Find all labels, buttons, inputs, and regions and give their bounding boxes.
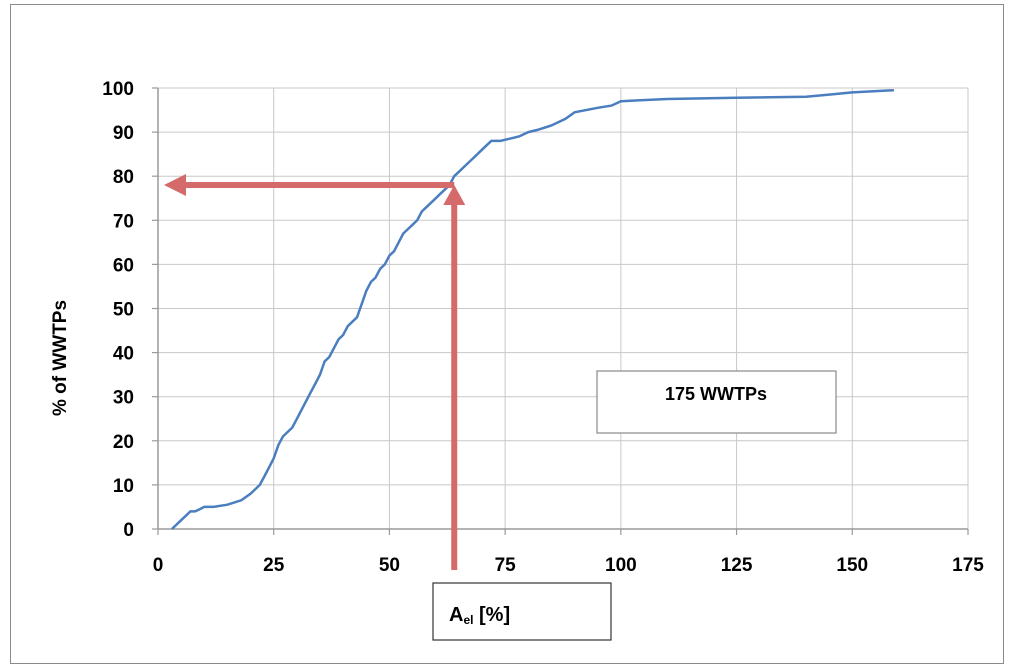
series-line [171,88,894,530]
y-tick-label: 0 [123,520,134,541]
y-axis-label: % of WWTPs [50,300,71,416]
horizontal-arrow-shaft [184,182,455,189]
tick-labels: 0 10 20 30 40 50 60 70 80 90 100 0 25 50 75 100 125 150 17… [102,79,984,576]
y-tick-label: 40 [113,344,134,365]
x-label-unit: [%] [473,604,510,626]
y-tick-label: 60 [113,255,134,276]
x-label-sub: el [463,613,473,627]
x-label-main: A [449,604,463,626]
chart-frame [10,4,1004,664]
x-tick-label: 0 [153,555,164,576]
gridlines [157,87,969,530]
x-axis-label: Ael [%] [449,604,510,627]
x-tick-label: 100 [605,555,637,576]
y-tick-label: 50 [113,300,134,321]
y-tick-label: 20 [113,432,134,453]
x-tick-label: 25 [263,555,285,576]
vertical-arrow-shaft [451,203,458,570]
x-axis-label-box: Ael [%] [432,582,612,641]
y-tick-label: 70 [113,211,134,232]
x-tick-label: 75 [495,555,517,576]
marker-arrows [164,174,466,570]
x-tick-label: 150 [836,555,868,576]
x-tick-label: 175 [952,555,984,576]
axes [152,87,969,535]
cdf-chart: 0 10 20 30 40 50 60 70 80 90 100 0 25 50 75 100 125 150 17… [50,79,984,641]
annotation-text: 175 WWTPs [665,384,767,404]
vertical-arrow-head [443,185,466,206]
y-tick-label: 100 [102,79,134,100]
x-tick-label: 50 [379,555,400,576]
y-tick-label: 90 [113,123,134,144]
x-tick-label: 125 [721,555,753,576]
horizontal-arrow-head [164,174,186,197]
y-tick-label: 80 [113,167,134,188]
y-tick-label: 30 [113,388,134,409]
annotation-box: 175 WWTPs [596,370,837,434]
y-tick-label: 10 [113,476,134,497]
